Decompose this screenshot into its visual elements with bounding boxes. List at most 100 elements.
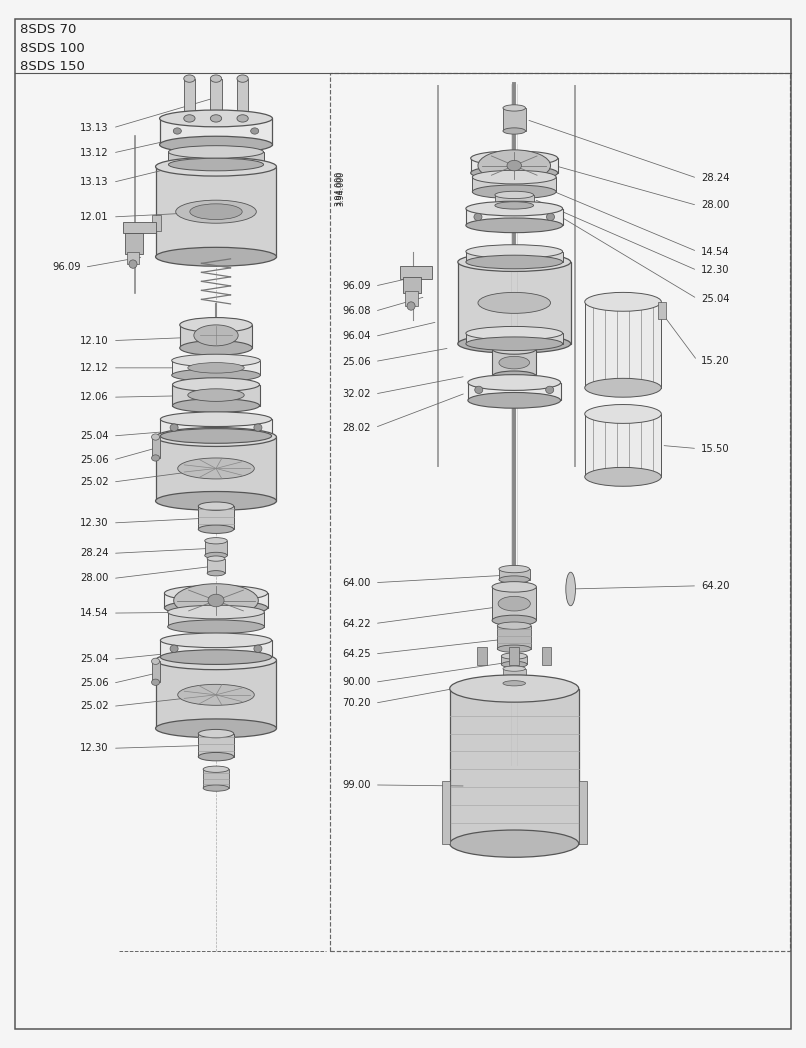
Ellipse shape (507, 160, 521, 171)
Ellipse shape (173, 128, 181, 134)
Bar (492, 587, 537, 620)
Ellipse shape (170, 645, 178, 652)
Text: 12.06: 12.06 (80, 392, 109, 402)
Ellipse shape (160, 110, 272, 127)
Ellipse shape (207, 555, 225, 562)
Text: 12.30: 12.30 (81, 518, 109, 528)
Ellipse shape (466, 256, 563, 269)
Ellipse shape (450, 675, 579, 702)
Ellipse shape (472, 185, 556, 199)
Ellipse shape (188, 363, 244, 373)
Bar (203, 769, 229, 788)
Ellipse shape (156, 247, 276, 266)
Ellipse shape (160, 412, 272, 427)
Ellipse shape (173, 584, 258, 617)
Text: 3.94.000: 3.94.000 (334, 171, 343, 206)
Text: 96.09: 96.09 (52, 262, 81, 272)
Ellipse shape (495, 201, 534, 210)
Ellipse shape (203, 766, 229, 772)
Ellipse shape (210, 74, 222, 83)
Bar (495, 195, 534, 205)
Ellipse shape (450, 830, 579, 857)
Bar (205, 541, 227, 555)
Ellipse shape (503, 128, 526, 134)
Text: 90.00: 90.00 (343, 677, 371, 687)
Ellipse shape (237, 115, 248, 123)
Bar (509, 647, 519, 665)
Ellipse shape (180, 341, 252, 355)
Ellipse shape (499, 356, 530, 369)
Ellipse shape (467, 374, 561, 391)
Ellipse shape (176, 200, 256, 223)
Text: 12.30: 12.30 (81, 743, 109, 754)
Ellipse shape (178, 684, 255, 705)
Bar (184, 79, 195, 118)
Bar (164, 593, 268, 608)
Ellipse shape (466, 326, 563, 340)
Text: 12.10: 12.10 (80, 335, 109, 346)
Text: 64.20: 64.20 (701, 581, 729, 591)
Ellipse shape (207, 570, 225, 576)
Ellipse shape (172, 369, 260, 381)
Text: 13.13: 13.13 (81, 177, 109, 188)
Text: 28.00: 28.00 (701, 200, 729, 211)
Text: 15.20: 15.20 (701, 355, 730, 366)
Ellipse shape (492, 582, 537, 592)
Ellipse shape (172, 399, 260, 413)
Bar (585, 302, 661, 388)
Ellipse shape (407, 302, 415, 310)
Bar (585, 414, 661, 477)
Bar (442, 781, 450, 844)
Ellipse shape (160, 136, 272, 153)
Text: 96.09: 96.09 (342, 281, 371, 291)
Ellipse shape (198, 729, 234, 738)
Ellipse shape (152, 455, 160, 461)
Ellipse shape (198, 525, 234, 533)
Bar (466, 252, 563, 262)
Ellipse shape (184, 74, 195, 83)
Ellipse shape (492, 344, 537, 354)
Ellipse shape (546, 387, 554, 394)
Bar (123, 222, 156, 233)
Bar (477, 647, 487, 665)
Ellipse shape (498, 596, 530, 611)
Text: 25.06: 25.06 (80, 455, 109, 465)
Ellipse shape (254, 645, 262, 652)
Text: 25.06: 25.06 (342, 356, 371, 367)
Ellipse shape (466, 218, 563, 233)
Ellipse shape (499, 576, 530, 583)
Ellipse shape (198, 502, 234, 510)
Text: 25.04: 25.04 (701, 293, 729, 304)
Text: 25.06: 25.06 (80, 678, 109, 689)
Ellipse shape (472, 171, 556, 184)
Ellipse shape (198, 752, 234, 761)
Text: 32.02: 32.02 (343, 389, 371, 399)
Ellipse shape (499, 566, 530, 572)
Text: 96.08: 96.08 (343, 306, 371, 316)
Ellipse shape (152, 658, 160, 664)
Bar (471, 158, 558, 173)
Bar (658, 302, 667, 319)
Ellipse shape (478, 292, 550, 313)
Ellipse shape (156, 157, 276, 176)
Bar (152, 661, 160, 682)
Ellipse shape (546, 213, 555, 220)
Text: 96.04: 96.04 (343, 331, 371, 342)
Bar (499, 569, 530, 580)
Ellipse shape (566, 572, 575, 606)
Ellipse shape (152, 679, 160, 685)
Bar (403, 277, 421, 293)
Bar (330, 73, 790, 951)
Ellipse shape (190, 203, 242, 219)
Bar (160, 419, 272, 436)
Ellipse shape (170, 424, 178, 432)
Bar (156, 167, 276, 257)
Ellipse shape (160, 633, 272, 648)
Ellipse shape (585, 405, 661, 423)
Text: 28.24: 28.24 (701, 173, 729, 183)
Ellipse shape (172, 378, 260, 392)
Bar (198, 506, 234, 529)
Ellipse shape (503, 105, 526, 111)
Text: 28.02: 28.02 (343, 422, 371, 433)
Text: 15.50: 15.50 (701, 443, 730, 454)
